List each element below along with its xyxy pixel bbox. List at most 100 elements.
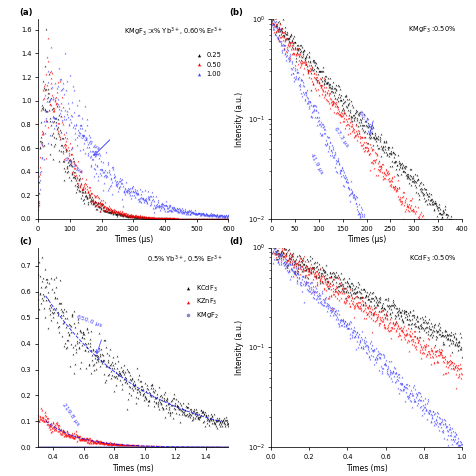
Point xyxy=(382,356,390,364)
Point xyxy=(315,68,322,75)
Point xyxy=(376,245,384,253)
Point xyxy=(285,254,293,262)
Point xyxy=(46,68,53,76)
Point xyxy=(144,444,151,451)
Point xyxy=(94,194,101,201)
Point xyxy=(106,370,113,377)
Point xyxy=(288,37,296,44)
Point xyxy=(442,222,450,230)
Point xyxy=(361,304,369,312)
Point xyxy=(347,117,355,125)
Point xyxy=(365,146,372,153)
Point xyxy=(394,170,401,178)
Point xyxy=(171,443,179,451)
Point xyxy=(54,427,62,435)
Point xyxy=(108,207,116,214)
Point xyxy=(87,444,95,451)
Point xyxy=(176,405,184,413)
Point xyxy=(193,215,200,223)
Point xyxy=(40,78,47,85)
Point xyxy=(409,311,417,319)
Point xyxy=(133,364,140,372)
Point xyxy=(173,215,180,222)
Point xyxy=(37,119,45,126)
Point xyxy=(347,185,355,192)
Point xyxy=(186,215,193,223)
Point xyxy=(125,189,133,197)
Point xyxy=(195,443,202,451)
Point xyxy=(331,150,339,158)
Point xyxy=(345,99,353,107)
Point xyxy=(85,191,93,199)
Point xyxy=(180,443,188,451)
Point xyxy=(275,36,283,44)
Point xyxy=(374,311,382,318)
Point xyxy=(144,444,152,451)
Point xyxy=(436,330,444,337)
Point xyxy=(198,444,205,451)
Point xyxy=(271,243,278,251)
Point xyxy=(375,157,383,164)
Point xyxy=(142,196,149,204)
Point xyxy=(219,444,227,451)
Point xyxy=(40,417,48,425)
Point xyxy=(202,411,209,419)
Point xyxy=(136,444,144,451)
Point xyxy=(116,367,123,375)
Point xyxy=(455,239,462,247)
Point xyxy=(301,273,308,280)
Point xyxy=(75,175,82,182)
Point xyxy=(296,63,303,71)
Point xyxy=(176,400,183,407)
Point xyxy=(416,389,424,397)
Point xyxy=(65,174,73,181)
Point xyxy=(162,404,170,411)
Point xyxy=(345,124,353,131)
Point xyxy=(145,213,152,221)
Point xyxy=(82,135,90,143)
Point xyxy=(383,138,390,145)
Point xyxy=(41,443,49,451)
Point xyxy=(171,205,179,213)
Point xyxy=(274,19,282,26)
Point xyxy=(286,55,293,63)
Point xyxy=(104,208,111,216)
Point xyxy=(399,304,407,311)
Point xyxy=(141,444,149,451)
Point xyxy=(413,226,421,234)
Point xyxy=(220,215,228,223)
Point xyxy=(50,142,58,150)
Point xyxy=(438,331,446,338)
Point xyxy=(306,59,314,66)
Point xyxy=(440,353,448,361)
Point xyxy=(344,282,351,290)
Point xyxy=(311,113,319,121)
Point xyxy=(118,208,126,216)
Point xyxy=(143,214,150,221)
Point xyxy=(419,354,427,361)
Point xyxy=(107,444,115,451)
Point xyxy=(52,425,60,432)
Point xyxy=(185,215,193,223)
Point xyxy=(287,45,295,52)
Point xyxy=(222,215,230,223)
Point xyxy=(445,402,453,410)
Point xyxy=(448,336,456,344)
Point xyxy=(118,210,126,218)
Point xyxy=(332,163,339,170)
Point xyxy=(437,243,445,250)
Point xyxy=(78,333,86,341)
Point xyxy=(298,288,305,295)
Point xyxy=(188,208,196,216)
Point xyxy=(113,444,121,451)
Point xyxy=(386,305,393,312)
Point xyxy=(51,79,59,87)
Point xyxy=(171,206,178,214)
Point xyxy=(294,276,301,284)
Point xyxy=(103,207,110,215)
Point xyxy=(299,58,307,66)
Point xyxy=(137,193,145,200)
Point xyxy=(211,215,219,223)
Point xyxy=(166,201,174,209)
Point xyxy=(151,214,159,222)
